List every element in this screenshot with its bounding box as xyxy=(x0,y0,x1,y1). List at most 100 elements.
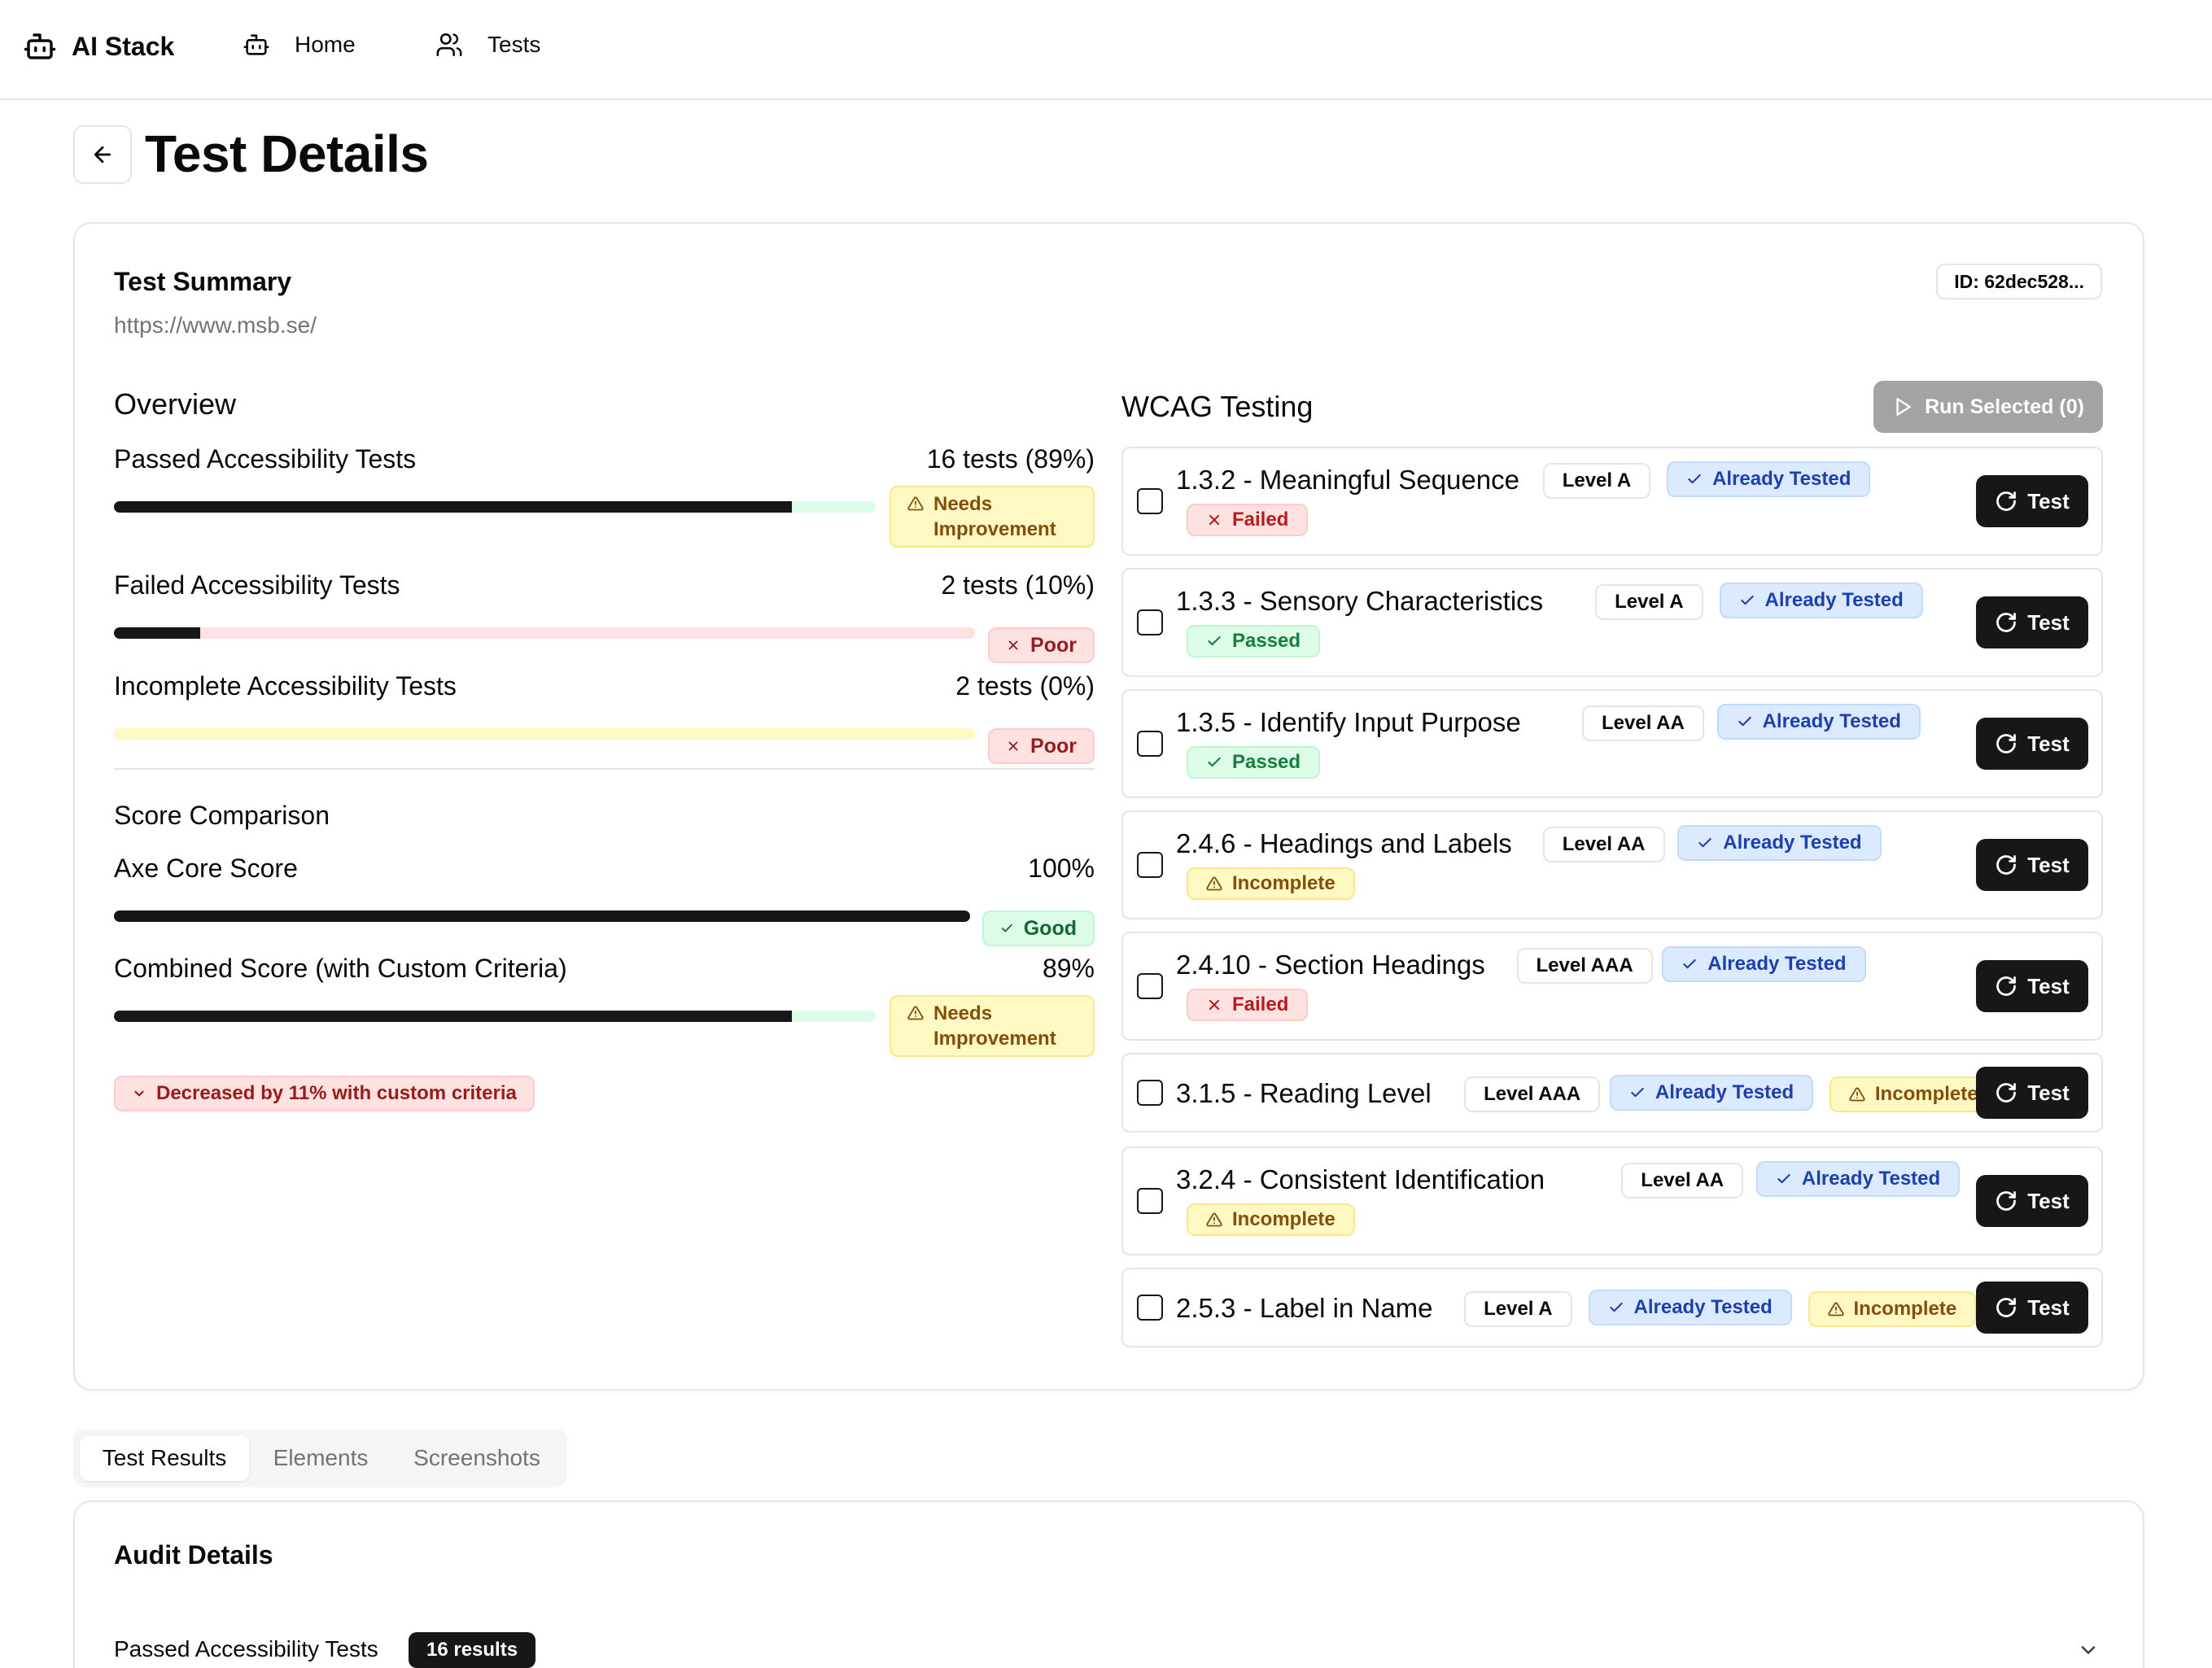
brand-name: AI Stack xyxy=(72,31,175,61)
criterion-name: 1.3.5 - Identify Input Purpose xyxy=(1176,707,1521,737)
already-tested-badge: Already Tested xyxy=(1719,583,1923,618)
chevron-down-icon[interactable] xyxy=(2077,1639,2100,1661)
test-button[interactable]: Test xyxy=(1976,718,2088,770)
criterion-name: 3.1.5 - Reading Level xyxy=(1176,1078,1432,1108)
progress-fill xyxy=(114,910,970,922)
check-icon xyxy=(1208,635,1221,646)
back-button[interactable] xyxy=(73,125,132,184)
arrow-left-icon xyxy=(94,146,111,164)
result-badge: Incomplete xyxy=(1829,1076,1998,1112)
test-button[interactable]: Test xyxy=(1976,1067,2088,1119)
alert-triangle-icon xyxy=(907,496,924,511)
test-button-label: Test xyxy=(2027,1188,2070,1213)
result-text: Passed xyxy=(1232,630,1301,652)
nav-home[interactable]: Home xyxy=(243,31,356,59)
test-button[interactable]: Test xyxy=(1976,475,2088,527)
alert-triangle-icon xyxy=(1849,1087,1865,1102)
level-badge: Level AA xyxy=(1621,1163,1744,1199)
check-icon xyxy=(1208,757,1221,767)
already-tested-text: Already Tested xyxy=(1764,589,1904,611)
alert-triangle-icon xyxy=(907,1006,924,1020)
run-selected-label: Run Selected (0) xyxy=(1925,395,2084,418)
test-button[interactable]: Test xyxy=(1976,1282,2088,1334)
test-button-label: Test xyxy=(2027,852,2070,877)
metric-label: Failed Accessibility Tests xyxy=(114,570,400,600)
result-text: Failed xyxy=(1232,993,1289,1015)
select-checkbox[interactable] xyxy=(1137,1295,1163,1321)
already-tested-text: Already Tested xyxy=(1712,468,1851,490)
criterion-name: 1.3.3 - Sensory Characteristics xyxy=(1176,586,1544,616)
result-badge: Incomplete xyxy=(1808,1291,1977,1327)
level-badge: Level A xyxy=(1542,463,1651,499)
level-badge: Level AA xyxy=(1582,705,1704,741)
wcag-row: 2.5.3 - Label in Name Level A Already Te… xyxy=(1121,1268,2103,1347)
refresh-icon xyxy=(1996,855,2017,875)
summary-url[interactable]: https://www.msb.se/ xyxy=(114,312,317,338)
metric-label: Axe Core Score xyxy=(114,854,298,883)
refresh-icon xyxy=(1996,734,2017,753)
metric-label: Combined Score (with Custom Criteria) xyxy=(114,954,567,983)
status-badge: Good xyxy=(982,910,1095,946)
status-badge: Poor xyxy=(988,728,1095,764)
level-badge: Level AA xyxy=(1542,827,1665,862)
test-button-label: Test xyxy=(2027,488,2070,513)
already-tested-badge: Already Tested xyxy=(1609,1075,1814,1111)
select-checkbox[interactable] xyxy=(1137,1080,1163,1106)
audit-section-label[interactable]: Passed Accessibility Tests xyxy=(114,1636,378,1661)
score-comparison-title: Score Comparison xyxy=(114,801,330,830)
progress-bar xyxy=(114,728,975,740)
progress-fill xyxy=(114,501,793,513)
metric-badge-text: Good xyxy=(1023,916,1077,940)
already-tested-badge: Already Tested xyxy=(1588,1290,1792,1325)
check-icon xyxy=(1631,1087,1644,1098)
overview-title: Overview xyxy=(114,387,237,421)
refresh-icon xyxy=(1996,1083,2017,1103)
refresh-icon xyxy=(1996,1191,2017,1211)
run-selected-button[interactable]: Run Selected (0) xyxy=(1873,381,2103,433)
alert-triangle-icon xyxy=(1206,1212,1222,1227)
x-icon xyxy=(1209,514,1220,526)
brand[interactable]: AI Stack xyxy=(23,29,174,63)
check-icon xyxy=(1738,716,1751,727)
check-icon xyxy=(1683,958,1697,969)
select-checkbox[interactable] xyxy=(1137,731,1163,757)
already-tested-badge: Already Tested xyxy=(1755,1161,1961,1197)
test-button-label: Test xyxy=(2027,973,2070,998)
metric-value: 89% xyxy=(1042,954,1095,983)
select-checkbox[interactable] xyxy=(1137,1188,1163,1214)
summary-card xyxy=(73,222,2144,1391)
test-button[interactable]: Test xyxy=(1976,839,2088,891)
status-badge: Poor xyxy=(988,627,1095,663)
result-badge: Incomplete xyxy=(1187,1203,1355,1236)
chevron-down-icon xyxy=(134,1090,144,1097)
result-text: Incomplete xyxy=(1232,1208,1336,1230)
already-tested-text: Already Tested xyxy=(1762,710,1901,732)
x-icon xyxy=(1008,640,1018,650)
score-delta-badge: Decreased by 11% with custom criteria xyxy=(114,1076,535,1111)
progress-fill xyxy=(114,1011,793,1022)
test-button-label: Test xyxy=(2027,1295,2070,1320)
x-icon xyxy=(1008,741,1018,751)
criterion-name: 3.2.4 - Consistent Identification xyxy=(1176,1164,1545,1194)
select-checkbox[interactable] xyxy=(1137,488,1163,514)
test-button[interactable]: Test xyxy=(1976,960,2088,1012)
result-badge: Passed xyxy=(1187,625,1321,657)
nav-tests-label: Tests xyxy=(487,32,541,57)
select-checkbox[interactable] xyxy=(1137,973,1163,999)
test-button[interactable]: Test xyxy=(1976,596,2088,648)
nav-tests[interactable]: Tests xyxy=(435,31,540,59)
select-checkbox[interactable] xyxy=(1137,852,1163,878)
tab-test-results[interactable]: Test Results xyxy=(80,1435,249,1481)
progress-bar xyxy=(114,910,970,922)
metric-badge-text: Needs Improvement xyxy=(933,1002,1056,1050)
select-checkbox[interactable] xyxy=(1137,609,1163,635)
tab-screenshots[interactable]: Screenshots xyxy=(413,1445,540,1470)
summary-title: Test Summary xyxy=(114,267,292,296)
tab-elements[interactable]: Elements xyxy=(273,1445,369,1470)
metric-label: Passed Accessibility Tests xyxy=(114,444,417,474)
check-icon xyxy=(1698,837,1712,848)
already-tested-badge: Already Tested xyxy=(1677,825,1882,861)
bot-icon xyxy=(24,33,56,59)
status-badge: Needs Improvement xyxy=(890,995,1095,1057)
test-button[interactable]: Test xyxy=(1976,1175,2088,1227)
